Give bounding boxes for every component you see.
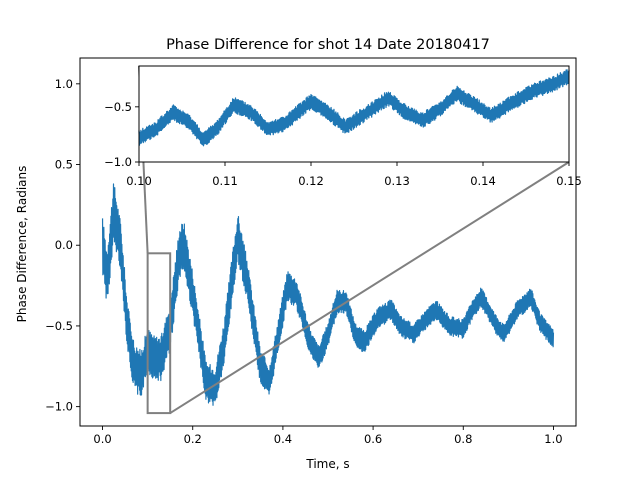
x-tick-label: 0.2	[184, 432, 202, 446]
inset-y-tick-label: −1.0	[104, 155, 132, 169]
inset-x-tick-label: 0.12	[298, 174, 324, 188]
main-plot-area: 0.0 0.2 0.4 0.6 0.8 1.0 −1.0 −0.5 0.0 0.5 1.0	[45, 57, 577, 446]
inset-series-line	[138, 69, 570, 147]
inset-x-tick-label: 0.14	[470, 174, 496, 188]
y-tick-label: 0.5	[55, 158, 73, 172]
y-tick-label: 0.0	[55, 238, 73, 252]
x-tick-label: 0.0	[93, 432, 111, 446]
inset-x-tick-label: 0.15	[556, 174, 582, 188]
inset-axes-frame	[138, 65, 570, 163]
y-axis-label: Phase Difference, Radians	[15, 166, 29, 323]
zoom-connector-right	[169, 161, 570, 414]
zoom-region-box	[146, 252, 172, 415]
inset-x-ticks: 0.10 0.11 0.12 0.13 0.14 0.15	[126, 162, 582, 188]
main-series-line	[101, 183, 555, 406]
main-x-ticks: 0.0 0.2 0.4 0.6 0.8 1.0	[93, 426, 563, 446]
x-tick-label: 1.0	[544, 432, 562, 446]
inset-data-series	[138, 69, 570, 147]
chart-title: Phase Difference for shot 14 Date 201804…	[166, 37, 490, 53]
inset-plot-area: 0.10 0.11 0.12 0.13 0.14 0.15 −1.0 −0.5	[104, 65, 582, 188]
y-tick-label: 1.0	[55, 77, 73, 91]
main-axes-frame	[79, 57, 577, 427]
main-y-ticks: −1.0 −0.5 0.0 0.5 1.0	[45, 77, 80, 414]
inset-x-tick-label: 0.13	[384, 174, 410, 188]
x-tick-label: 0.8	[454, 432, 472, 446]
inset-x-tick-label: 0.11	[212, 174, 238, 188]
main-data-series	[101, 183, 555, 406]
y-tick-label: −1.0	[45, 400, 73, 414]
x-tick-label: 0.6	[364, 432, 382, 446]
x-axis-label: Time, s	[305, 457, 349, 471]
inset-y-tick-label: −0.5	[104, 100, 132, 114]
inset-x-tick-label: 0.10	[126, 174, 152, 188]
x-tick-label: 0.4	[274, 432, 292, 446]
y-tick-label: −0.5	[45, 319, 73, 333]
inset-y-ticks: −1.0 −0.5	[104, 100, 139, 169]
